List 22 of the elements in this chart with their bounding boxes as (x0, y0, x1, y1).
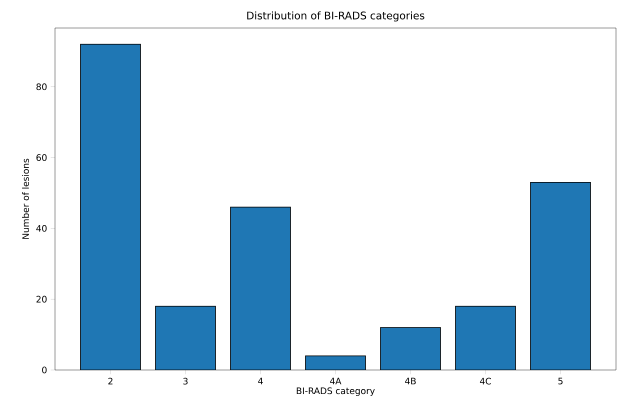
y-tick-label: 0 (42, 366, 47, 374)
y-axis-title: Number of lesions (22, 158, 29, 239)
bar (456, 306, 516, 370)
bar (380, 328, 441, 370)
x-tick-label: 4 (258, 378, 263, 384)
chart-title: Distribution of BI-RADS categories (247, 11, 424, 22)
x-tick-label: 3 (183, 378, 188, 385)
y-tick-label: 20 (36, 296, 47, 303)
y-tick-label: 40 (36, 224, 47, 232)
bar (156, 306, 216, 370)
bar (530, 182, 591, 370)
x-axis-title: BI-RADS category (296, 387, 375, 396)
x-tick-label: 4C (480, 378, 492, 385)
bar (306, 356, 366, 370)
x-tick-label: 2 (108, 378, 112, 384)
x-tick-label: 4B (405, 378, 416, 384)
bar (80, 44, 140, 370)
x-tick-label: 5 (558, 378, 563, 384)
bar (230, 207, 290, 370)
y-tick-label: 60 (36, 154, 47, 161)
x-tick-label: 4A (330, 378, 342, 384)
y-tick-label: 80 (36, 83, 47, 90)
